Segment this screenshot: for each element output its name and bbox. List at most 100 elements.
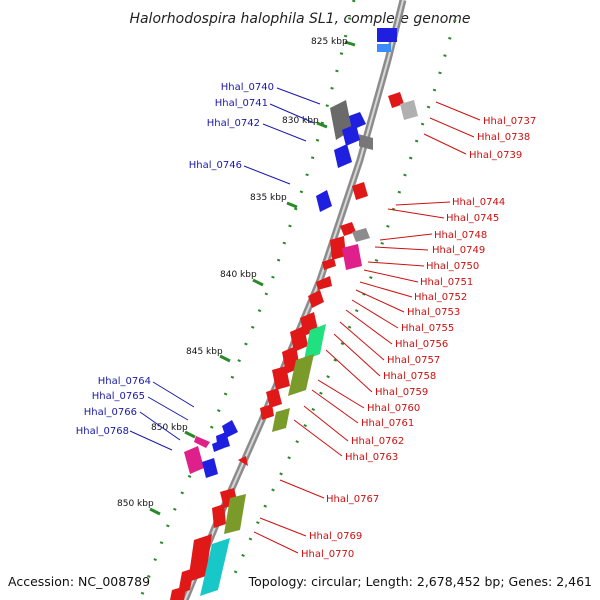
gene-block [400,100,418,120]
ruler-tick [316,121,328,129]
gene-label-right[interactable]: Hhal_0755 [401,323,454,334]
gene-label-left[interactable]: Hhal_0742 [207,118,260,129]
ruler: 825 kbp 830 kbp 835 kbp 840 kbp 845 kbp … [117,37,356,516]
leader-line [351,299,399,329]
leader-line [279,479,325,499]
leader-line [253,531,299,554]
gene-label-left[interactable]: Hhal_0765 [92,391,145,402]
leader-line [435,101,481,121]
ruler-tick [344,40,356,47]
gene-block [290,326,308,352]
gene-label-right[interactable]: Hhal_0750 [426,261,479,272]
gene-block [272,366,290,390]
gene-label-right[interactable]: Hhal_0759 [375,387,428,398]
gene-block [342,244,362,270]
leader-line [262,123,307,142]
gene-label-left[interactable]: Hhal_0746 [189,160,242,171]
topology-text: Topology: circular; Length: 2,678,452 bp… [248,574,592,589]
gene-block [330,236,346,260]
gene-arrow [212,440,224,452]
leader-line [333,333,381,377]
leader-line [355,289,405,313]
ruler-label-835: 835 kbp [250,193,287,203]
leader-line [325,349,373,393]
gene-label-right[interactable]: Hhal_0753 [407,307,460,318]
leader-line [147,396,189,421]
gene-label-right[interactable]: Hhal_0757 [387,355,440,366]
ruler-label-840: 840 kbp [220,270,257,280]
gene-label-left[interactable]: Hhal_0741 [215,98,268,109]
gene-arrow [342,124,360,146]
ruler-label-845: 845 kbp [186,347,223,357]
gene-block [272,408,290,432]
gene-label-right[interactable]: Hhal_0758 [383,371,436,382]
ruler-tick [219,354,231,363]
gene-label-right[interactable]: Hhal_0751 [420,277,473,288]
gene-arrow [340,222,356,236]
gene-label-right[interactable]: Hhal_0767 [326,494,379,505]
gene-arrow [316,276,332,290]
gene-label-right[interactable]: Hhal_0739 [469,150,522,161]
leader-line [367,261,425,267]
ruler-label-830: 830 kbp [282,116,319,126]
leader-line [269,103,315,124]
leader-line [259,517,307,537]
gene-label-right[interactable]: Hhal_0745 [446,213,499,224]
leader-line [317,379,365,409]
leader-line [359,281,413,298]
leader-line [303,405,349,442]
leader-line [374,246,429,251]
leader-line [379,233,433,241]
right-labels: Hhal_0737 Hhal_0738 Hhal_0739 Hhal_0744 … [301,116,536,560]
leader-line [339,321,385,361]
leader-line [345,309,393,345]
gene-label-right[interactable]: Hhal_0761 [361,418,414,429]
gene-arrow [352,182,368,200]
reverse-genes [170,92,418,600]
forward-genes [184,28,397,478]
accession-text: Accession: NC_008789 [8,574,150,589]
gene-arrow [202,458,218,478]
leader-line [152,381,195,408]
gene-block [352,228,370,242]
leader-line [243,165,291,185]
ruler-tick [252,278,264,287]
gene-arrow [334,144,352,168]
gene-arrow [260,404,274,420]
right-leaders [253,101,481,554]
gene-label-right[interactable]: Hhal_0763 [345,452,398,463]
gene-label-right[interactable]: Hhal_0752 [414,292,467,303]
gene-block [200,538,230,596]
gene-label-right[interactable]: Hhal_0762 [351,436,404,447]
gene-label-left[interactable]: Hhal_0764 [98,376,151,387]
gene-block [359,134,373,150]
gene-label-left[interactable]: Hhal_0768 [76,426,129,437]
leader-line [311,389,359,424]
gene-label-right[interactable]: Hhal_0770 [301,549,354,560]
ruler-tick [286,201,298,209]
gene-arrow [322,258,336,270]
gene-label-right[interactable]: Hhal_0744 [452,197,505,208]
left-labels: Hhal_0740 Hhal_0741 Hhal_0742 Hhal_0746 … [76,82,274,437]
gene-label-right[interactable]: Hhal_0749 [432,245,485,256]
leader-line [395,201,451,206]
gene-label-left[interactable]: Hhal_0766 [84,407,137,418]
gene-label-right[interactable]: Hhal_0756 [395,339,448,350]
gene-arrow [308,290,324,308]
leader-line [387,208,445,219]
gene-label-right[interactable]: Hhal_0769 [309,531,362,542]
leader-line [429,117,475,138]
gene-label-left[interactable]: Hhal_0740 [221,82,274,93]
ruler-tick [149,507,161,516]
gene-arrow [266,388,282,408]
gene-block [170,586,186,600]
gene-label-right[interactable]: Hhal_0748 [434,230,487,241]
gene-arrow [316,190,332,212]
gene-label-right[interactable]: Hhal_0738 [477,132,530,143]
gene-arrow [238,456,248,466]
leader-line [363,269,419,283]
gene-label-right[interactable]: Hhal_0760 [367,403,420,414]
gene-label-right[interactable]: Hhal_0737 [483,116,536,127]
